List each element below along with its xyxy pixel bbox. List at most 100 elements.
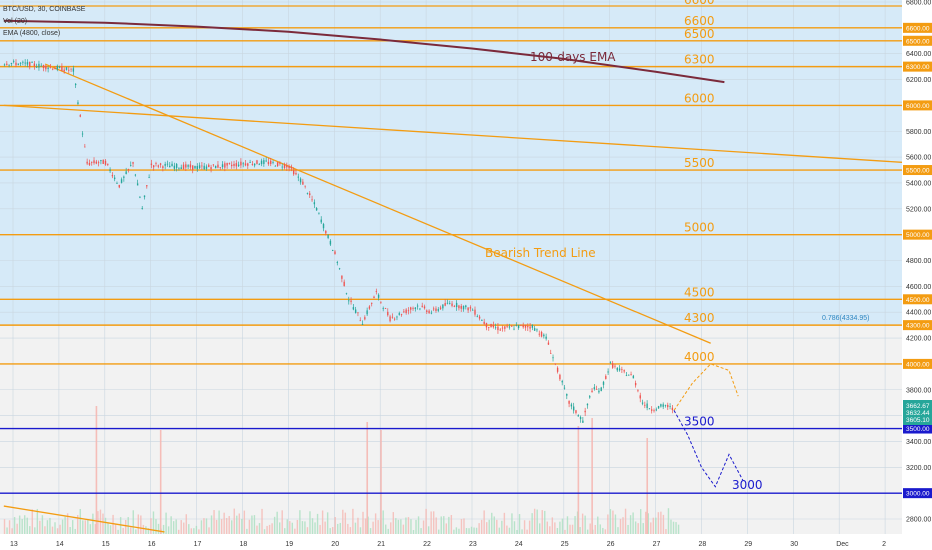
candle-body	[584, 410, 586, 413]
candle-body	[283, 164, 286, 168]
volume-bar	[170, 516, 172, 534]
bottom-trend-line	[3, 505, 165, 533]
candle-body	[208, 164, 210, 167]
volume-bar	[94, 524, 97, 534]
price-tag-3000.00	[903, 488, 932, 499]
volume-bar	[289, 521, 291, 534]
candle-body	[258, 164, 260, 166]
price-tick-4800.00: 4800.00	[906, 258, 931, 265]
candle-body	[494, 327, 497, 329]
volume-bar	[337, 523, 339, 534]
candle-body	[669, 406, 671, 407]
volume-bar	[602, 527, 604, 534]
volume-bar	[556, 527, 559, 534]
volume-bar	[157, 523, 160, 534]
volume-bar	[251, 515, 253, 534]
volume-bar	[536, 509, 538, 534]
candle-body	[485, 322, 488, 328]
date-tick-17: 17	[194, 541, 202, 548]
volume-bar	[97, 511, 99, 534]
volume-bar	[657, 512, 660, 534]
candle-body	[120, 179, 123, 183]
volume-bar	[205, 518, 208, 534]
candle-body	[343, 281, 345, 286]
candle-body	[93, 160, 95, 164]
volume-bar	[11, 528, 13, 534]
volume-bar	[455, 527, 458, 534]
candle-body	[403, 311, 405, 313]
candle-body	[618, 368, 621, 371]
axis-background	[902, 0, 932, 550]
candle-body	[667, 404, 669, 408]
volume-bar	[485, 522, 488, 534]
price-tag-6500.00	[903, 35, 932, 46]
candle-body	[644, 404, 646, 406]
price-axis[interactable]: 6800.00 6600.00 6500.00 6400.00 6300.00 6200.…	[903, 0, 932, 524]
candle-body	[373, 296, 375, 299]
candle-body	[657, 406, 660, 409]
candle-body	[504, 326, 506, 329]
price-tick-6600.00: 6600.00	[906, 25, 930, 32]
candle-body	[414, 307, 417, 309]
candle-body	[435, 308, 437, 311]
volume-bar	[430, 511, 432, 534]
volume-bar	[491, 512, 493, 534]
candle-body	[279, 163, 281, 165]
volume-bar	[145, 526, 147, 534]
volume-bar	[31, 509, 33, 534]
volume-bar	[347, 523, 349, 534]
level-label-5000: 5000	[684, 221, 715, 235]
date-axis[interactable]: 13 14 15 16 17 18 19 20 21 22 23 24 25 26 27 28 29 30 Dec 2	[10, 541, 886, 548]
volume-bar	[54, 522, 56, 534]
candle-body	[455, 302, 458, 308]
price-tick-4600.00: 4600.00	[906, 284, 931, 291]
candle-body	[309, 193, 311, 196]
volume-bar	[319, 524, 321, 534]
volume-bar	[642, 523, 644, 534]
candle-body	[244, 163, 247, 166]
volume-bar	[405, 517, 407, 534]
candle-body	[366, 310, 368, 315]
volume-bar	[311, 518, 314, 534]
candle-body	[332, 249, 334, 251]
candle-body	[217, 164, 219, 168]
candle-body	[104, 160, 107, 165]
price-tick-3000.00: 3000.00	[906, 491, 930, 498]
candle-body	[550, 353, 552, 354]
volume-bar	[571, 524, 574, 534]
volume-bar	[470, 526, 473, 534]
price-tag-4000.00	[903, 358, 932, 369]
candle-body	[543, 334, 545, 337]
volume-bar	[513, 521, 516, 534]
price-tick-3800.00: 3800.00	[906, 387, 931, 394]
volume-bar	[632, 512, 634, 534]
price-tick-5600.00: 5600.00	[906, 155, 931, 162]
volume-bar	[112, 514, 114, 534]
volume-bar	[135, 529, 137, 534]
candle-body	[364, 317, 366, 320]
date-tick-23: 23	[469, 541, 477, 548]
volume-bar	[314, 522, 316, 534]
volume-bar	[74, 528, 76, 534]
volume-bar	[304, 521, 306, 534]
volume-bar	[306, 527, 309, 534]
candle-body	[155, 163, 157, 164]
price-tag-3500.00	[903, 423, 932, 434]
candle-body	[166, 163, 169, 165]
volume-bar	[665, 529, 667, 534]
candle-body	[77, 102, 79, 104]
volume-bar	[263, 529, 266, 534]
volume-bar	[89, 524, 92, 534]
candle-body	[313, 202, 316, 205]
candle-body	[384, 308, 387, 309]
volume-bar	[531, 513, 533, 534]
volume-bar	[362, 511, 364, 534]
candle-body	[74, 83, 77, 86]
volume-bar	[102, 513, 104, 534]
candle-body	[24, 62, 26, 64]
volume-bar	[231, 520, 233, 534]
volume-bar	[377, 520, 379, 534]
volume-bar	[291, 522, 294, 534]
candle-body	[286, 165, 288, 168]
